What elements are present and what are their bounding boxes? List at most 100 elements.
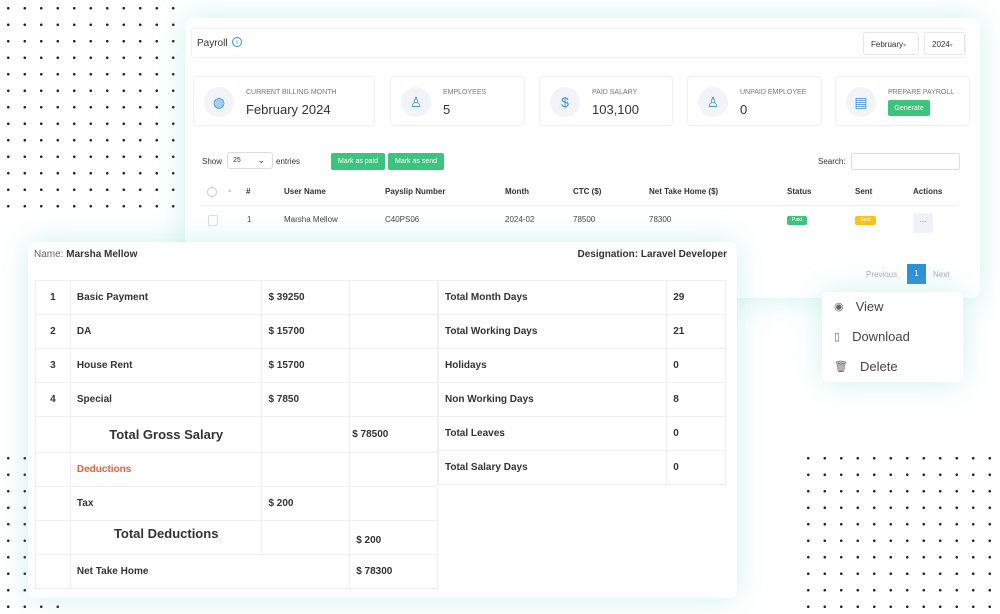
- col-month[interactable]: Month: [505, 187, 529, 196]
- sort-icon[interactable]: ▴: [228, 187, 232, 194]
- mark-as-send-button[interactable]: Mark as send: [388, 153, 444, 170]
- attendance-row: Total Salary Days 0: [437, 450, 726, 485]
- menu-label: Download: [852, 329, 910, 344]
- eye-icon: ◉: [834, 301, 844, 313]
- dot-pattern: [0, 0, 175, 215]
- card-prepare-payroll: ▤ Prepare Payroll Generate: [835, 76, 970, 126]
- info-icon[interactable]: i: [232, 37, 242, 47]
- dot-pattern: [800, 450, 1000, 614]
- empty-cell: [349, 280, 438, 315]
- total-deductions-value: $ 200: [349, 520, 438, 555]
- globe-icon: ◍: [204, 87, 234, 117]
- dollar-icon: $: [550, 87, 580, 117]
- card-value: 103,100: [592, 102, 639, 117]
- row-label: Special: [69, 382, 263, 417]
- card-label: Prepare Payroll: [888, 89, 955, 96]
- col-net-take-home[interactable]: Net Take Home ($): [649, 187, 719, 196]
- search-input[interactable]: [851, 153, 960, 170]
- empty-cell: [349, 382, 438, 417]
- document-icon: ▤: [846, 87, 876, 117]
- mark-as-paid-button[interactable]: Mark as paid: [331, 153, 385, 170]
- attendance-table: Total Month Days 29 Total Working Days 21 …: [437, 280, 726, 485]
- entries-select[interactable]: 25 ⌄: [227, 152, 273, 169]
- day-label: Non Working Days: [437, 382, 668, 417]
- deductions-label: Deductions: [69, 452, 263, 487]
- card-label: Paid Salary: [592, 89, 638, 96]
- menu-label: Delete: [859, 359, 898, 374]
- col-user-name[interactable]: User Name: [284, 187, 326, 196]
- day-label: Total Working Days: [437, 314, 668, 349]
- sent-badge: Sent: [855, 216, 876, 225]
- deductions-header-row: Deductions: [35, 452, 438, 487]
- select-all-checkbox[interactable]: [207, 187, 217, 197]
- day-value: 29: [666, 280, 726, 315]
- employee-name: Name: Marsha Mellow: [34, 249, 137, 260]
- col-actions[interactable]: Actions: [913, 187, 943, 196]
- pagination-page-1[interactable]: 1: [907, 264, 926, 284]
- col-number[interactable]: #: [246, 187, 251, 196]
- card-label: Current Billing Month: [246, 89, 337, 96]
- earnings-row: 3 House Rent $ 15700: [35, 348, 438, 383]
- day-label: Total Salary Days: [437, 450, 668, 485]
- row-ctc: 78500: [573, 215, 596, 224]
- row-payslip: C40PS06: [385, 215, 420, 224]
- card-value: 5: [443, 102, 451, 117]
- pagination-next[interactable]: Next: [933, 270, 950, 279]
- day-value: 0: [666, 348, 726, 383]
- col-payslip-number[interactable]: Payslip Number: [385, 187, 446, 196]
- menu-item-download[interactable]: ▯ Download: [834, 329, 910, 344]
- tax-value: $ 200: [261, 486, 351, 521]
- col-sent[interactable]: Sent: [855, 187, 873, 196]
- col-status[interactable]: Status: [787, 187, 812, 196]
- day-value: 0: [666, 450, 726, 485]
- show-label: Show: [202, 157, 223, 166]
- row-user: Marsha Mellow: [284, 215, 338, 224]
- name-value: Marsha Mellow: [66, 249, 138, 260]
- menu-item-delete[interactable]: 🗑 Delete: [834, 359, 898, 374]
- row-amount: $ 15700: [261, 314, 351, 349]
- total-deductions-label: Total Deductions: [69, 520, 263, 555]
- chevron-down-icon: ⌄: [257, 155, 265, 165]
- attendance-row: Non Working Days 8: [437, 382, 726, 417]
- row-no: 3: [35, 348, 71, 383]
- trash-icon: 🗑: [834, 361, 848, 373]
- day-label: Holidays: [437, 348, 668, 383]
- col-ctc[interactable]: CTC ($): [573, 187, 602, 196]
- net-value: $ 78300: [349, 554, 438, 589]
- empty-cell: [349, 314, 438, 349]
- gross-row: Total Gross Salary $ 78500: [35, 416, 438, 453]
- row-amount: $ 39250: [261, 280, 351, 315]
- file-icon: ▯: [834, 331, 841, 343]
- entries-value: 25: [233, 157, 241, 164]
- actions-button[interactable]: ...: [913, 213, 933, 233]
- day-value: 8: [666, 382, 726, 417]
- pagination-previous[interactable]: Previous: [866, 270, 898, 279]
- row-label: Basic Payment: [69, 280, 263, 315]
- month-select[interactable]: February▾: [863, 32, 919, 55]
- row-number: 1: [247, 215, 252, 224]
- status-badge: Paid: [787, 216, 807, 225]
- attendance-row: Holidays 0: [437, 348, 726, 383]
- tax-row: Tax $ 200: [35, 486, 438, 521]
- entries-label: entries: [276, 157, 301, 166]
- row-no: 4: [35, 382, 71, 417]
- empty-cell: [349, 348, 438, 383]
- payslip-panel: Name: Marsha Mellow Designation: Laravel…: [28, 242, 737, 598]
- row-no: 1: [35, 280, 71, 315]
- card-label: Unpaid Employee: [740, 89, 807, 96]
- generate-button[interactable]: Generate: [888, 100, 930, 116]
- card-value: 0: [740, 102, 748, 117]
- day-label: Total Leaves: [437, 416, 668, 451]
- earnings-row: 1 Basic Payment $ 39250: [35, 280, 438, 315]
- user-icon: ♙: [401, 87, 431, 117]
- card-unpaid-employee: ♙ Unpaid Employee 0: [687, 76, 822, 126]
- card-label: Employees: [443, 89, 487, 96]
- row-checkbox[interactable]: [208, 215, 218, 226]
- earnings-table: 1 Basic Payment $ 39250 2 DA $ 15700 3 House …: [35, 280, 438, 589]
- earnings-row: 4 Special $ 7850: [35, 382, 438, 417]
- card-billing-month: ◍ Current Billing Month February 2024: [193, 76, 375, 126]
- menu-item-view[interactable]: ◉ View: [834, 299, 884, 314]
- year-select[interactable]: 2024▾: [924, 32, 965, 55]
- chevron-down-icon: ▾: [949, 43, 953, 49]
- card-paid-salary: $ Paid Salary 103,100: [539, 76, 673, 126]
